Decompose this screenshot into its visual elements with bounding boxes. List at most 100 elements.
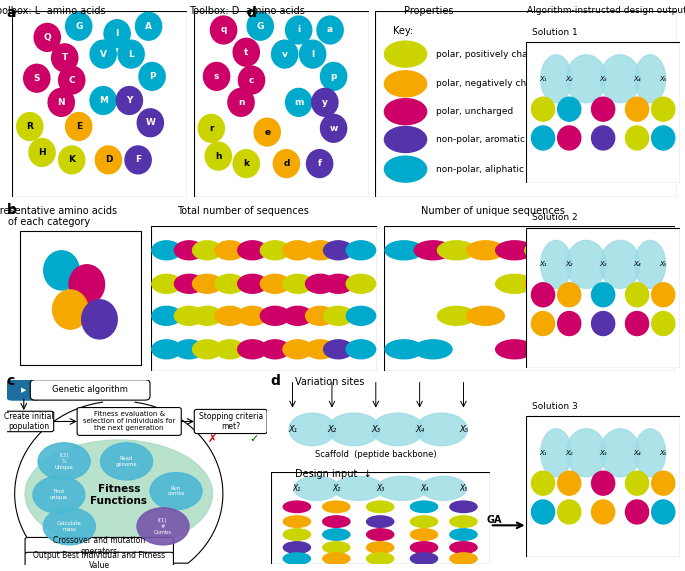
Circle shape [16,112,43,140]
Ellipse shape [600,240,640,288]
Text: ✗: ✗ [208,434,217,444]
Circle shape [592,126,614,150]
Ellipse shape [328,413,379,445]
Ellipse shape [377,476,427,500]
Text: X₄: X₄ [420,484,428,493]
Ellipse shape [566,240,606,288]
Text: N: N [58,98,65,107]
Circle shape [136,13,162,40]
Text: C: C [68,75,75,85]
Text: t: t [244,48,249,57]
Text: Crossover and mutation
operators: Crossover and mutation operators [53,536,145,556]
Circle shape [636,340,673,359]
Text: d: d [283,159,290,168]
FancyBboxPatch shape [12,11,187,197]
Text: Find
unique: Find unique [50,489,68,500]
Circle shape [410,501,438,513]
Text: X₁: X₁ [539,450,547,456]
Text: h: h [215,152,221,160]
Text: Toolbox: D- amino acids: Toolbox: D- amino acids [188,6,305,16]
Text: ✓: ✓ [249,434,259,444]
Circle shape [438,307,475,325]
Text: d: d [247,6,256,20]
Circle shape [651,126,675,150]
Circle shape [215,307,245,325]
Text: E: E [75,122,82,131]
Text: R: R [26,122,34,131]
Circle shape [450,553,477,564]
Circle shape [592,312,614,336]
Ellipse shape [372,413,423,445]
Circle shape [323,307,353,325]
Circle shape [410,516,438,528]
Circle shape [366,516,394,528]
Text: W: W [145,118,155,127]
Circle shape [192,241,222,260]
Text: n: n [238,98,245,107]
Text: v: v [282,50,288,59]
Text: A: A [145,22,152,31]
Circle shape [410,529,438,540]
Ellipse shape [600,429,640,477]
Text: a: a [7,6,16,20]
FancyBboxPatch shape [195,409,267,433]
Text: non-polar, aromatic: non-polar, aromatic [436,135,525,144]
Circle shape [558,126,581,150]
Circle shape [323,274,353,293]
Circle shape [59,66,85,94]
Text: H: H [38,148,46,157]
Ellipse shape [635,429,666,477]
Text: Solution 3: Solution 3 [532,401,578,411]
Circle shape [323,241,353,260]
Circle shape [286,89,312,116]
Circle shape [306,150,333,178]
Circle shape [366,542,394,553]
Text: e: e [264,127,271,136]
Circle shape [215,340,245,359]
Circle shape [450,516,477,528]
Text: X₂: X₂ [566,76,573,82]
Ellipse shape [333,476,384,500]
Text: G: G [257,22,264,31]
Circle shape [532,471,555,495]
Circle shape [592,97,614,121]
FancyBboxPatch shape [194,11,369,197]
Circle shape [317,16,343,44]
Circle shape [283,241,312,260]
Text: Representative amino acids
of each category: Representative amino acids of each categ… [0,206,117,227]
Text: Number of unique sequences: Number of unique sequences [421,206,565,216]
Circle shape [82,300,117,339]
Circle shape [321,114,347,142]
Circle shape [385,241,423,260]
FancyBboxPatch shape [20,231,141,365]
Circle shape [410,553,438,564]
FancyBboxPatch shape [25,537,173,554]
Circle shape [366,501,394,513]
Circle shape [271,40,298,68]
Circle shape [651,471,675,495]
Circle shape [260,241,290,260]
Circle shape [323,501,350,513]
Ellipse shape [294,476,339,500]
Circle shape [532,500,555,524]
Circle shape [466,307,504,325]
Circle shape [118,40,145,68]
Text: X₅: X₅ [660,76,667,82]
Circle shape [238,274,267,293]
Text: polar, negatively charged: polar, negatively charged [436,79,552,89]
Text: Design input  ↓: Design input ↓ [295,469,371,480]
Circle shape [233,150,260,178]
Ellipse shape [600,55,640,103]
Circle shape [284,516,310,528]
Text: y: y [322,98,328,107]
Circle shape [625,97,649,121]
Ellipse shape [540,55,571,103]
Text: X₁: X₁ [539,76,547,82]
Circle shape [558,97,581,121]
Circle shape [306,340,335,359]
Circle shape [410,542,438,553]
Text: Genetic algorithm: Genetic algorithm [52,385,128,395]
Circle shape [450,501,477,513]
Circle shape [192,274,222,293]
Text: polar, positively charged: polar, positively charged [436,50,548,59]
